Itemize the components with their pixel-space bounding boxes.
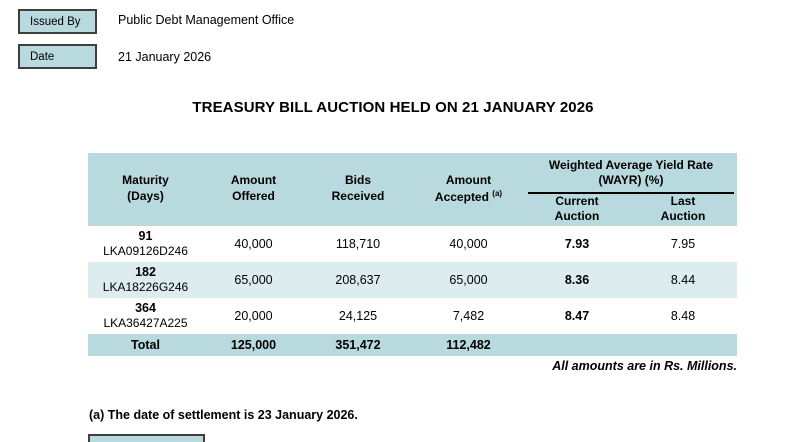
header-group-wayr: Weighted Average Yield Rate (WAYR) (%) C… [525,153,737,225]
header-last-line2: Auction [660,209,706,224]
header-wayr-title: Weighted Average Yield Rate (WAYR) (%) [525,153,737,190]
header-current-line2: Auction [554,209,600,224]
cell-wayr-last: 7.95 [670,237,696,251]
total-amount-accepted: 112,482 [446,338,491,352]
cell-amount-offered: 40,000 [234,237,273,251]
cell-amount-accepted: 7,482 [452,309,485,323]
header-accepted-line1: Amount [445,172,492,187]
units-note: All amounts are in Rs. Millions. [552,359,737,373]
header-maturity-line1: Maturity [122,173,169,188]
total-label: Total [131,338,160,352]
table-row-91: 91 LKA09126D246 40,000 118,710 40,000 7.… [88,226,737,262]
cell-wayr-current: 7.93 [564,237,590,251]
header-wayr-line2: (WAYR) (%) [598,172,664,187]
header-offered-line1: Amount [230,173,277,188]
total-bids-received: 351,472 [335,338,381,352]
cell-amount-offered: 20,000 [234,309,273,323]
settlement-footnote: (a) The date of settlement is 23 January… [89,408,358,422]
header-accepted-word: Accepted [434,189,489,204]
header-cell-last-auction: Last Auction [629,194,737,225]
cell-maturity: 91 LKA09126D246 [88,229,203,260]
cell-maturity: 364 LKA36427A225 [88,301,203,332]
page-title: TREASURY BILL AUCTION HELD ON 21 JANUARY… [192,99,594,116]
maturity-days: 91 [138,228,153,243]
cell-amount-accepted: 40,000 [449,237,488,251]
issued-by-value: Public Debt Management Office [118,13,295,27]
header-cell-bids-received: Bids Received [304,153,412,225]
table-row-total: Total 125,000 351,472 112,482 [88,334,737,356]
header-cell-maturity: Maturity (Days) [88,153,203,225]
total-amount-offered: 125,000 [230,338,277,352]
date-value: 21 January 2026 [118,50,212,64]
issued-by-label: Issued By [30,15,81,28]
header-current-line1: Current [555,193,599,208]
next-section-box-cutoff [88,434,205,442]
header-bids-line2: Received [331,189,385,203]
cell-amount-offered: 65,000 [234,273,273,287]
date-label: Date [30,50,55,63]
table-header-row: Maturity (Days) Amount Offered Bids Rece… [88,153,737,226]
wayr-underline [528,191,734,194]
cell-wayr-current: 8.47 [564,309,590,323]
header-cell-amount-offered: Amount Offered [203,153,304,225]
cell-bids-received: 118,710 [335,237,381,251]
header-last-line1: Last [670,193,696,208]
maturity-isin: LKA18226G246 [102,280,189,295]
table-row-182: 182 LKA18226G246 65,000 208,637 65,000 8… [88,262,737,298]
cell-amount-accepted: 65,000 [449,273,488,287]
cell-maturity: 182 LKA18226G246 [88,265,203,296]
header-maturity-line2: (Days) [127,189,164,203]
date-box: Date [18,44,97,69]
auction-table: Maturity (Days) Amount Offered Bids Rece… [88,153,737,356]
header-accepted-line2: Accepted (a) [435,189,502,206]
issued-by-box: Issued By [18,9,97,34]
cell-wayr-current: 8.36 [564,273,590,287]
cell-bids-received: 24,125 [338,309,378,323]
maturity-days: 182 [135,264,156,279]
cell-bids-received: 208,637 [335,273,381,287]
maturity-isin: LKA09126D246 [103,244,188,259]
header-cell-amount-accepted: Amount Accepted (a) [412,153,525,225]
header-wayr-line1: Weighted Average Yield Rate [548,157,714,172]
header-wayr-subcolumns: Current Auction Last Auction [525,194,737,225]
cell-wayr-last: 8.44 [670,273,696,287]
header-cell-current-auction: Current Auction [525,194,629,225]
header-bids-line1: Bids [344,173,371,188]
table-row-364: 364 LKA36427A225 20,000 24,125 7,482 8.4… [88,298,737,334]
maturity-isin: LKA36427A225 [103,316,188,331]
cell-wayr-last: 8.48 [670,309,696,323]
maturity-days: 364 [135,300,156,315]
header-offered-line2: Offered [232,189,275,203]
header-accepted-footnote-marker: (a) [492,188,503,198]
